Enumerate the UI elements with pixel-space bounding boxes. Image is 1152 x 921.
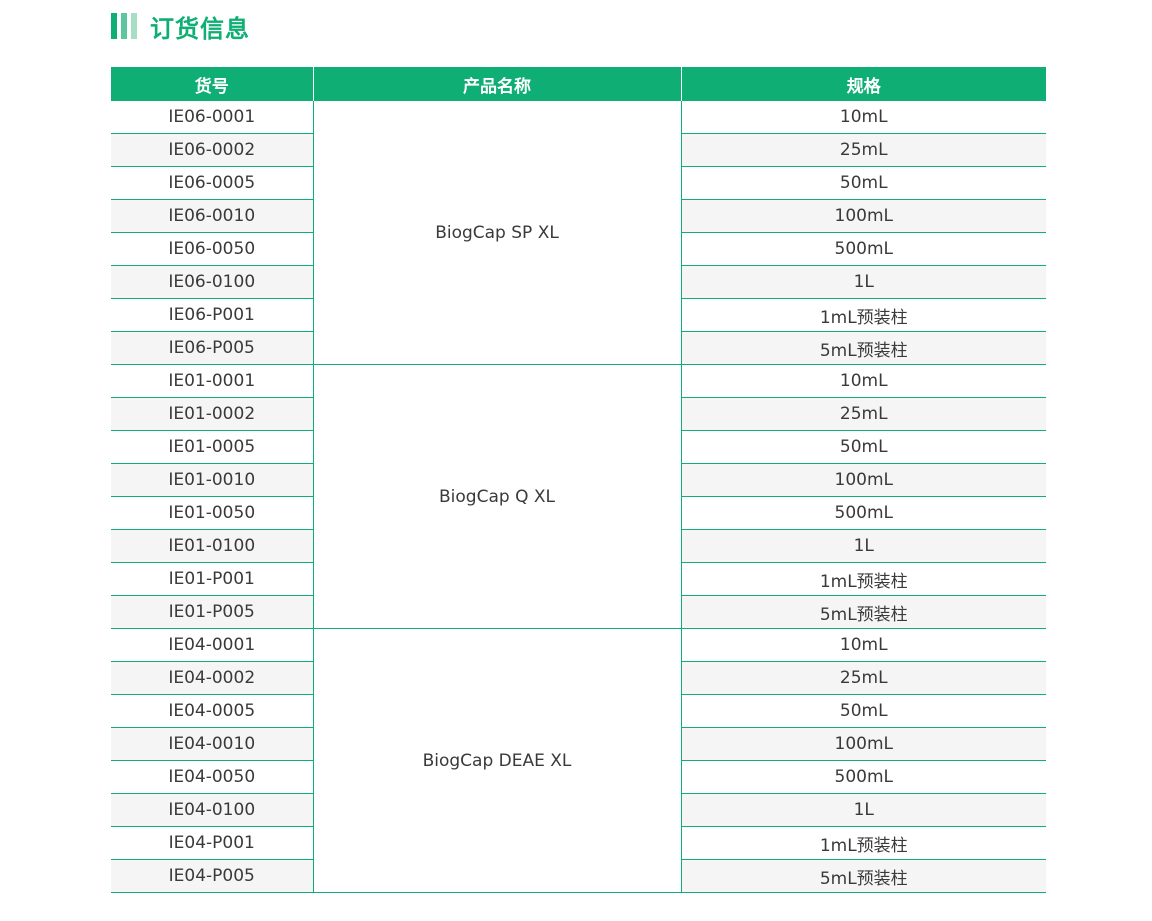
table-header-row: 货号 产品名称 规格 — [111, 67, 1046, 101]
table-row: IE06-0100 1L — [111, 265, 1046, 299]
table-row: IE06-P005 5mL预装柱 — [111, 331, 1046, 365]
cell-spec: 1mL预装柱 — [681, 826, 1046, 860]
table-row: IE04-0010 100mL — [111, 727, 1046, 761]
cell-code: IE01-0010 — [111, 463, 313, 497]
table-row: IE06-0005 50mL — [111, 166, 1046, 200]
order-info-table: 货号 产品名称 规格 IE06-0001 BiogCap SP XL 10mL IE0… — [111, 67, 1046, 893]
cell-spec: 500mL — [681, 232, 1046, 266]
cell-spec: 50mL — [681, 430, 1046, 464]
cell-code: IE04-0005 — [111, 694, 313, 728]
cell-code: IE04-0050 — [111, 760, 313, 794]
cell-code: IE04-0100 — [111, 793, 313, 827]
section-title: 订货信息 — [150, 14, 250, 43]
table-row: IE04-0050 500mL — [111, 760, 1046, 794]
table-row: IE06-0010 100mL — [111, 199, 1046, 233]
cell-code: IE01-0050 — [111, 496, 313, 530]
section-heading: 订货信息 — [111, 10, 250, 43]
cell-spec: 1L — [681, 793, 1046, 827]
cell-code: IE06-0100 — [111, 265, 313, 299]
table-row: IE04-0100 1L — [111, 793, 1046, 827]
cell-spec: 25mL — [681, 661, 1046, 695]
table-row: IE06-0050 500mL — [111, 232, 1046, 266]
header-spec: 规格 — [680, 67, 1046, 101]
cell-code: IE06-P001 — [111, 298, 313, 332]
cell-spec: 500mL — [681, 760, 1046, 794]
table-row: IE04-0005 50mL — [111, 694, 1046, 728]
table-body: IE06-0001 BiogCap SP XL 10mL IE06-0002 25mL I… — [111, 101, 1046, 893]
cell-spec: 100mL — [681, 199, 1046, 233]
table-row: IE01-0001 BiogCap Q XL 10mL — [111, 364, 1046, 629]
header-product-name: 产品名称 — [312, 67, 681, 101]
cell-code: IE06-0050 — [111, 232, 313, 266]
cell-spec: 1L — [681, 529, 1046, 563]
table-row: IE01-0005 50mL — [111, 430, 1046, 464]
cell-code: IE04-0002 — [111, 661, 313, 695]
table-row: IE04-P005 5mL预装柱 — [111, 859, 1046, 893]
cell-code: IE01-P001 — [111, 562, 313, 596]
table-row: IE06-P001 1mL预装柱 — [111, 298, 1046, 332]
heading-bar — [111, 13, 117, 39]
cell-spec: 25mL — [681, 397, 1046, 431]
cell-code: IE01-0100 — [111, 529, 313, 563]
cell-code: IE01-0001 — [111, 364, 313, 398]
heading-bar — [131, 13, 137, 39]
heading-bar — [121, 13, 127, 39]
cell-spec: 5mL预装柱 — [681, 331, 1046, 365]
table-row: IE06-0002 25mL — [111, 133, 1046, 167]
cell-spec: 10mL — [681, 628, 1046, 662]
cell-spec: 100mL — [681, 463, 1046, 497]
cell-code: IE01-P005 — [111, 595, 313, 629]
table-row: IE01-0010 100mL — [111, 463, 1046, 497]
cell-spec: 5mL预装柱 — [681, 595, 1046, 629]
cell-spec: 10mL — [681, 101, 1046, 134]
cell-spec: 50mL — [681, 694, 1046, 728]
cell-code: IE06-0001 — [111, 101, 313, 134]
table-row: IE06-0001 BiogCap SP XL 10mL — [111, 101, 1046, 365]
cell-code: IE04-P005 — [111, 859, 313, 893]
cell-spec: 25mL — [681, 133, 1046, 167]
cell-spec: 1L — [681, 265, 1046, 299]
cell-spec: 50mL — [681, 166, 1046, 200]
cell-code: IE04-0010 — [111, 727, 313, 761]
cell-code: IE01-0002 — [111, 397, 313, 431]
cell-code: IE04-0001 — [111, 628, 313, 662]
cell-spec: 500mL — [681, 496, 1046, 530]
table-row: IE01-P001 1mL预装柱 — [111, 562, 1046, 596]
cell-spec: 10mL — [681, 364, 1046, 398]
cell-code: IE06-P005 — [111, 331, 313, 365]
cell-code: IE06-0002 — [111, 133, 313, 167]
cell-product-name: BiogCap SP XL — [312, 101, 682, 365]
cell-code: IE01-0005 — [111, 430, 313, 464]
cell-code: IE06-0010 — [111, 199, 313, 233]
table-row: IE04-0001 BiogCap DEAE XL 10mL — [111, 628, 1046, 893]
cell-spec: 1mL预装柱 — [681, 298, 1046, 332]
heading-bars-icon — [111, 13, 137, 39]
cell-product-name: BiogCap DEAE XL — [312, 628, 682, 893]
cell-spec: 5mL预装柱 — [681, 859, 1046, 893]
cell-code: IE04-P001 — [111, 826, 313, 860]
table-row: IE01-0002 25mL — [111, 397, 1046, 431]
cell-spec: 100mL — [681, 727, 1046, 761]
table-row: IE01-P005 5mL预装柱 — [111, 595, 1046, 629]
cell-code: IE06-0005 — [111, 166, 313, 200]
table-row: IE01-0100 1L — [111, 529, 1046, 563]
cell-spec: 1mL预装柱 — [681, 562, 1046, 596]
cell-product-name: BiogCap Q XL — [312, 364, 682, 629]
table-row: IE04-P001 1mL预装柱 — [111, 826, 1046, 860]
table-row: IE01-0050 500mL — [111, 496, 1046, 530]
header-code: 货号 — [111, 67, 313, 101]
table-row: IE04-0002 25mL — [111, 661, 1046, 695]
